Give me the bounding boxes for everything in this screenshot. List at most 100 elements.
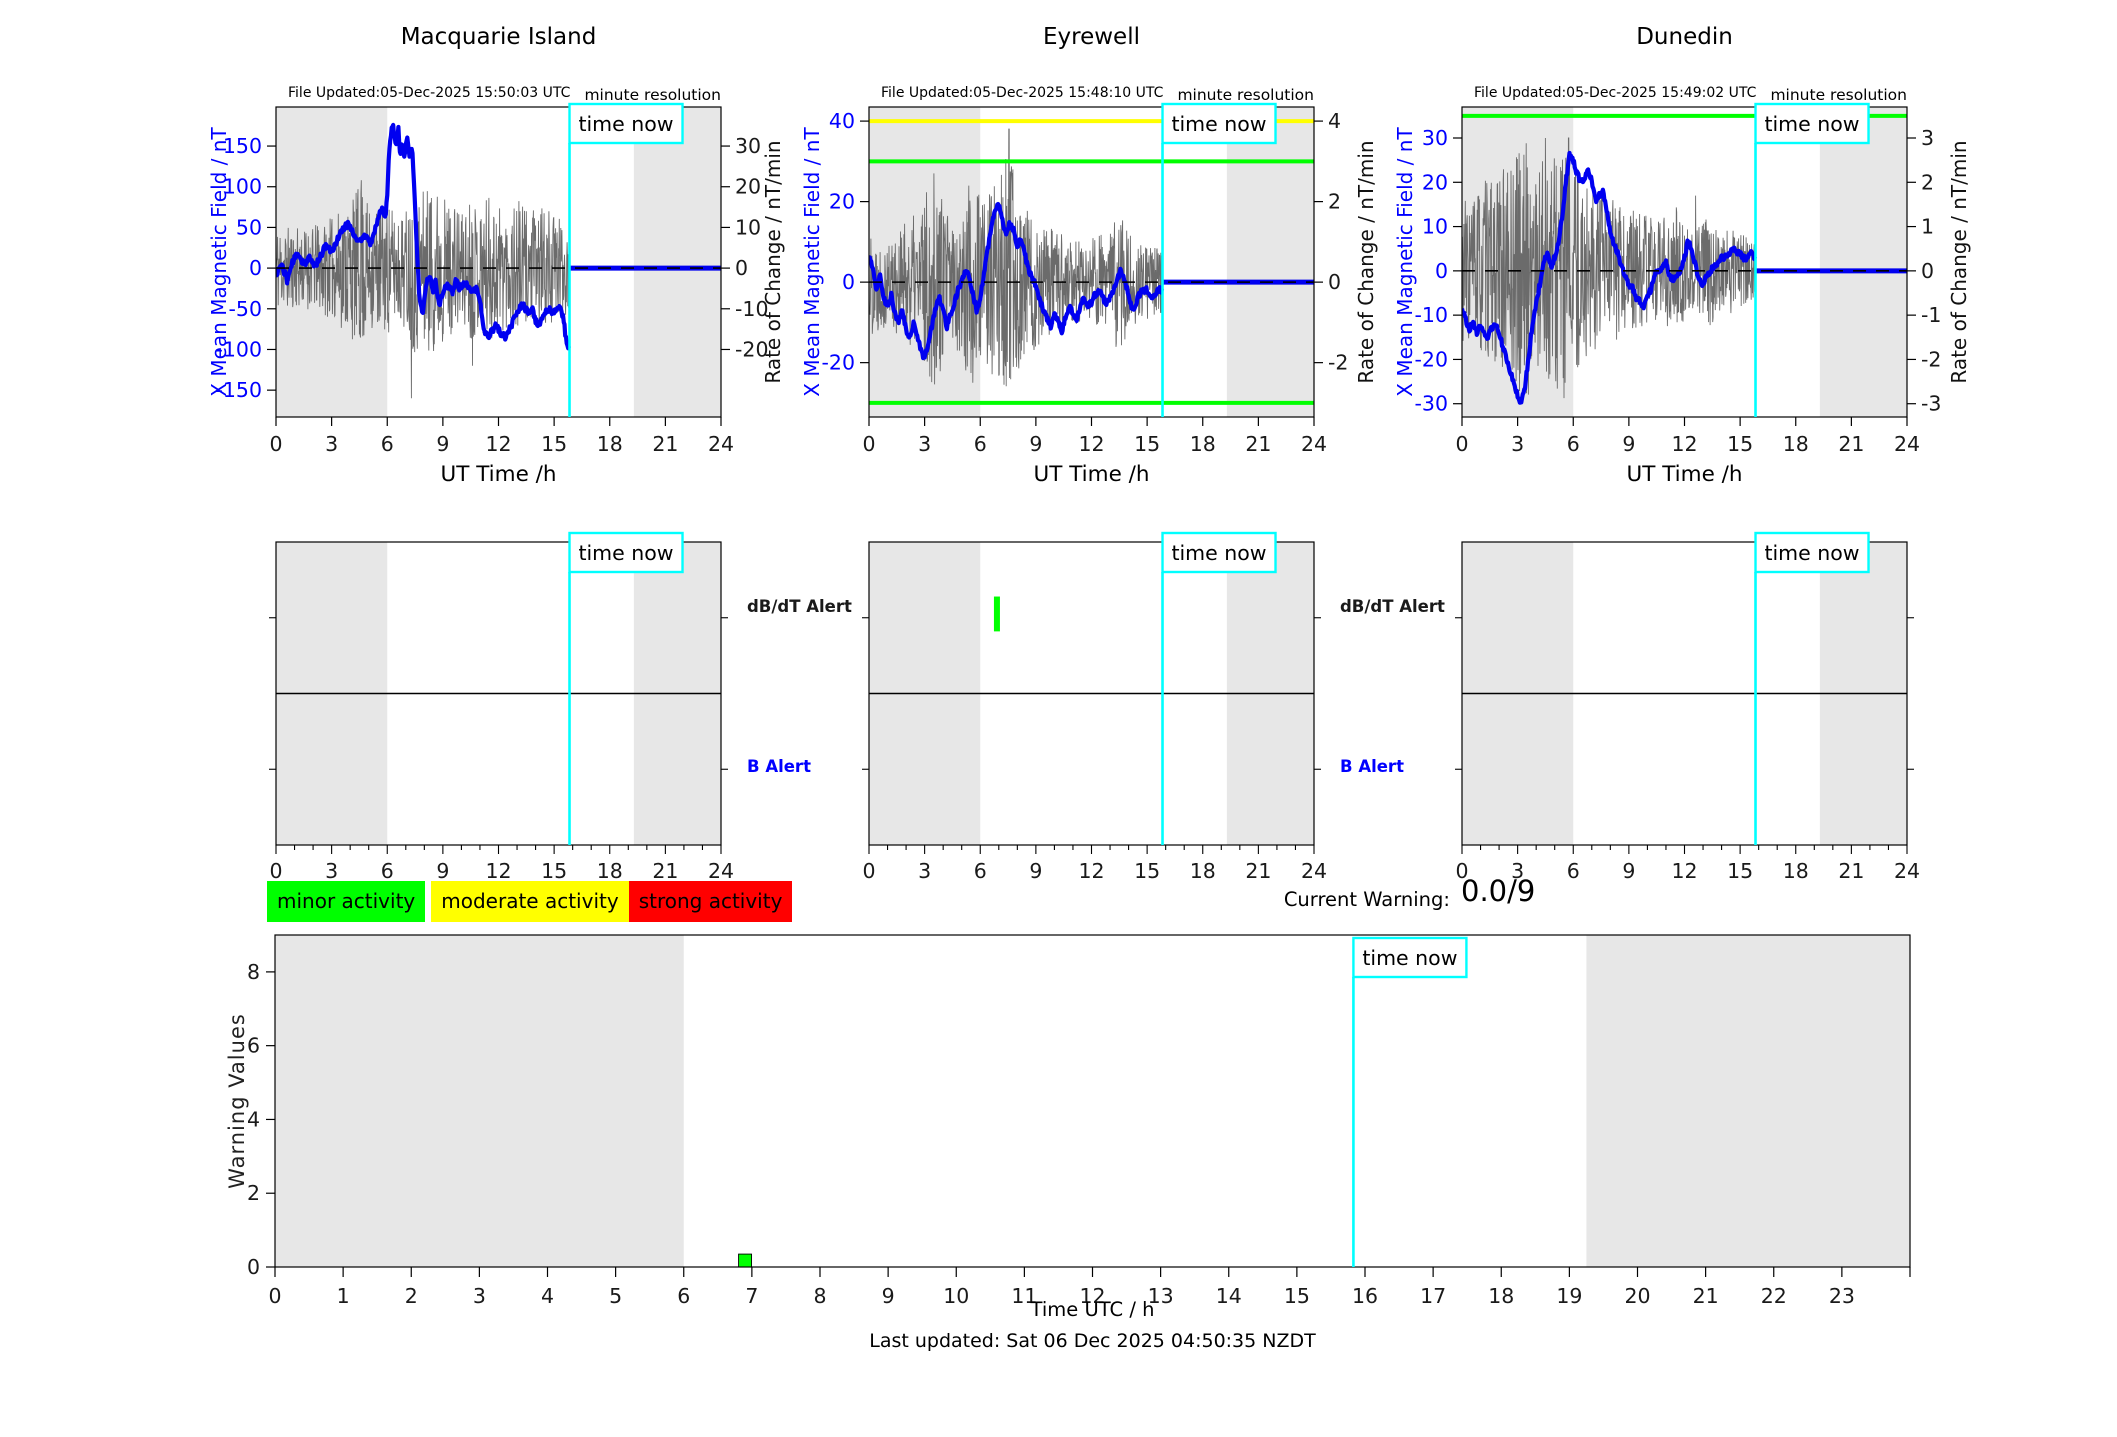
x-tick-label: 12 (1079, 1284, 1105, 1308)
x-tick-label: 15 (1727, 859, 1753, 883)
station-title-eyrewell: Eyrewell (1043, 24, 1140, 50)
mean-field-trace (869, 201, 1165, 361)
x-tick-label: 3 (1511, 859, 1524, 883)
x-tick-label: 24 (1301, 859, 1327, 883)
x-tick-label: 2 (405, 1284, 418, 1308)
x-axis-label-ut-time: UT Time /h (1626, 462, 1743, 487)
x-tick-label: 12 (485, 859, 511, 883)
x-tick-label: 9 (1622, 859, 1635, 883)
y-tick-label-right: 3 (1921, 126, 1934, 150)
y-tick-label-left: 20 (1422, 170, 1448, 194)
x-tick-label: 9 (882, 1284, 895, 1308)
y-tick-label-left: -100 (215, 337, 262, 361)
y-tick-label-left: 40 (829, 109, 855, 133)
y-tick-label-left: -10 (1415, 303, 1448, 327)
y-tick-label-left: -50 (229, 297, 262, 321)
x-tick-label: 3 (1511, 432, 1524, 456)
activity-legend: minor activity moderate activity strong … (267, 881, 793, 922)
y-tick-label-right: 20 (735, 175, 761, 199)
alert-panel-eyrewell: 0 3 6 9 12 15 18 21 24 time now (862, 531, 1327, 883)
x-tick-label: 0 (269, 859, 282, 883)
x-tick-label: 12 (1078, 432, 1104, 456)
night-shading-band (633, 107, 721, 417)
x-tick-label: 18 (1190, 432, 1216, 456)
last-updated-text: Last updated: Sat 06 Dec 2025 04:50:35 N… (869, 1330, 1316, 1352)
y-tick-label-right: 0 (1921, 259, 1934, 283)
x-tick-label: 24 (1894, 432, 1920, 456)
x-tick-label: 3 (918, 432, 931, 456)
y-tick-label-right: 30 (735, 134, 761, 158)
minute-resolution-label: minute resolution (1177, 86, 1314, 104)
night-shading-band (1586, 935, 1910, 1267)
y-tick-label-right: 0 (735, 256, 748, 280)
x-tick-label: 22 (1761, 1284, 1787, 1308)
y-tick-label-left: -30 (1415, 392, 1448, 416)
x-tick-label: 16 (1352, 1284, 1378, 1308)
time-now-box (1754, 531, 1870, 574)
night-shading-band (1819, 107, 1907, 417)
station-title-dunedin: Dunedin (1636, 24, 1733, 50)
dbdt-alert-label: dB/dT Alert (1340, 597, 1445, 616)
x-tick-label: 24 (1301, 432, 1327, 456)
y-axis-label-left: X Mean Magnetic Field / nT (800, 127, 824, 397)
night-shading-band (1226, 107, 1314, 417)
x-tick-label: 18 (1783, 432, 1809, 456)
alert-panel-macquarie-island: 0 3 6 9 12 15 18 21 24 time now (269, 531, 734, 883)
b-alert-label: B Alert (747, 757, 811, 776)
x-tick-label: 15 (541, 432, 567, 456)
x-tick-label: 18 (597, 859, 623, 883)
x-tick-label: 0 (268, 1284, 281, 1308)
y-tick-label-right: -2 (1328, 351, 1348, 375)
x-tick-label: 7 (745, 1284, 758, 1308)
station-plot-dunedin: 0 3 6 9 12 15 18 21 24-30-20-100102030-3-2-10123… (1415, 102, 1941, 456)
x-tick-label: 23 (1829, 1284, 1855, 1308)
time-now-label: time now (578, 112, 673, 136)
x-tick-label: 18 (1783, 859, 1809, 883)
x-tick-label: 9 (1029, 432, 1042, 456)
x-tick-label: 6 (381, 432, 394, 456)
x-tick-label: 15 (541, 859, 567, 883)
x-tick-label: 6 (1567, 432, 1580, 456)
y-tick-label-left: -20 (822, 351, 855, 375)
x-tick-label: 15 (1727, 432, 1753, 456)
y-tick-label-left: 100 (223, 175, 262, 199)
warning-values-axis-label: Warning Values (225, 1013, 249, 1189)
x-tick-label: 0 (1455, 859, 1468, 883)
y-tick-label: 6 (247, 1034, 260, 1058)
x-tick-label: 13 (1148, 1284, 1174, 1308)
x-tick-label: 0 (862, 859, 875, 883)
x-tick-label: 5 (609, 1284, 622, 1308)
y-tick-label-left: 150 (223, 134, 262, 158)
x-tick-label: 21 (1838, 859, 1864, 883)
x-tick-label: 21 (652, 859, 678, 883)
y-tick-label-left: 0 (842, 270, 855, 294)
mean-field-trace (276, 122, 571, 351)
x-tick-label: 17 (1420, 1284, 1446, 1308)
x-tick-label: 12 (1671, 859, 1697, 883)
y-tick-label-left: 30 (1422, 126, 1448, 150)
y-tick-label-left: 20 (829, 190, 855, 214)
warning-value-bar (738, 1253, 753, 1268)
x-tick-label: 8 (813, 1284, 826, 1308)
x-tick-label: 0 (269, 432, 282, 456)
x-tick-label: 6 (974, 432, 987, 456)
y-tick-label-left: 50 (236, 215, 262, 239)
y-tick-label-right: 2 (1921, 170, 1934, 194)
minute-resolution-label: minute resolution (1770, 86, 1907, 104)
y-tick-label-right: 4 (1328, 109, 1341, 133)
x-tick-label: 9 (436, 859, 449, 883)
x-tick-label: 0 (862, 432, 875, 456)
time-now-box (568, 531, 684, 574)
time-now-label: time now (1764, 112, 1859, 136)
x-tick-label: 9 (1622, 432, 1635, 456)
x-tick-label: 3 (918, 859, 931, 883)
current-warning-value: 0.0/9 (1461, 874, 1536, 908)
y-tick-label-right: 0 (1328, 270, 1341, 294)
y-tick-label-left: -20 (1415, 347, 1448, 371)
legend-minor-activity: minor activity (267, 881, 426, 922)
y-tick-label-left: -150 (215, 378, 262, 402)
y-axis-label-left: X Mean Magnetic Field / nT (1393, 127, 1417, 397)
